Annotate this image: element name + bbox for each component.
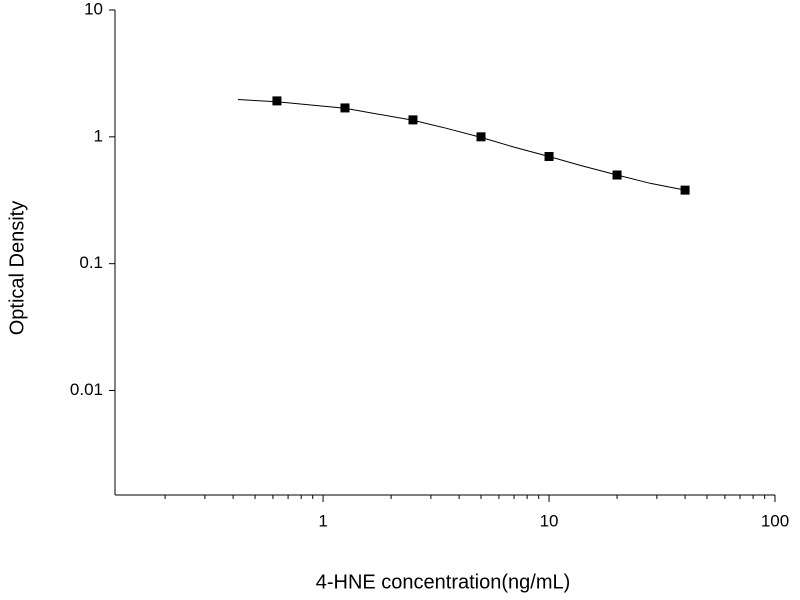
y-tick-label: 0.1 (79, 253, 103, 272)
fit-curve (237, 99, 686, 191)
data-point (272, 96, 282, 106)
x-axis-title: 4-HNE concentration(ng/mL) (316, 571, 571, 593)
y-tick-label: 10 (84, 0, 103, 18)
x-tick-label: 10 (540, 511, 559, 530)
y-axis-title: Optical Density (6, 201, 28, 336)
data-point (476, 132, 486, 142)
y-tick-label: 1 (94, 126, 103, 145)
x-tick-label: 100 (761, 511, 789, 530)
y-tick-label: 0.01 (70, 380, 103, 399)
x-tick-label: 1 (318, 511, 327, 530)
